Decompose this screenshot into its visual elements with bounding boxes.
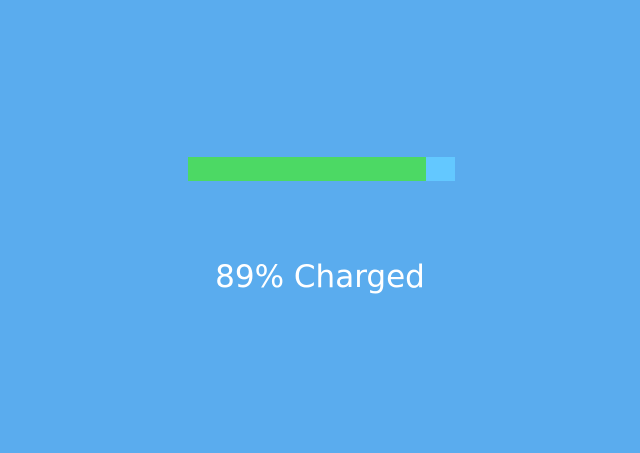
charge-status-text: 89% Charged xyxy=(215,259,425,295)
battery-level-bar xyxy=(188,157,455,181)
battery-level-fill xyxy=(188,157,426,181)
